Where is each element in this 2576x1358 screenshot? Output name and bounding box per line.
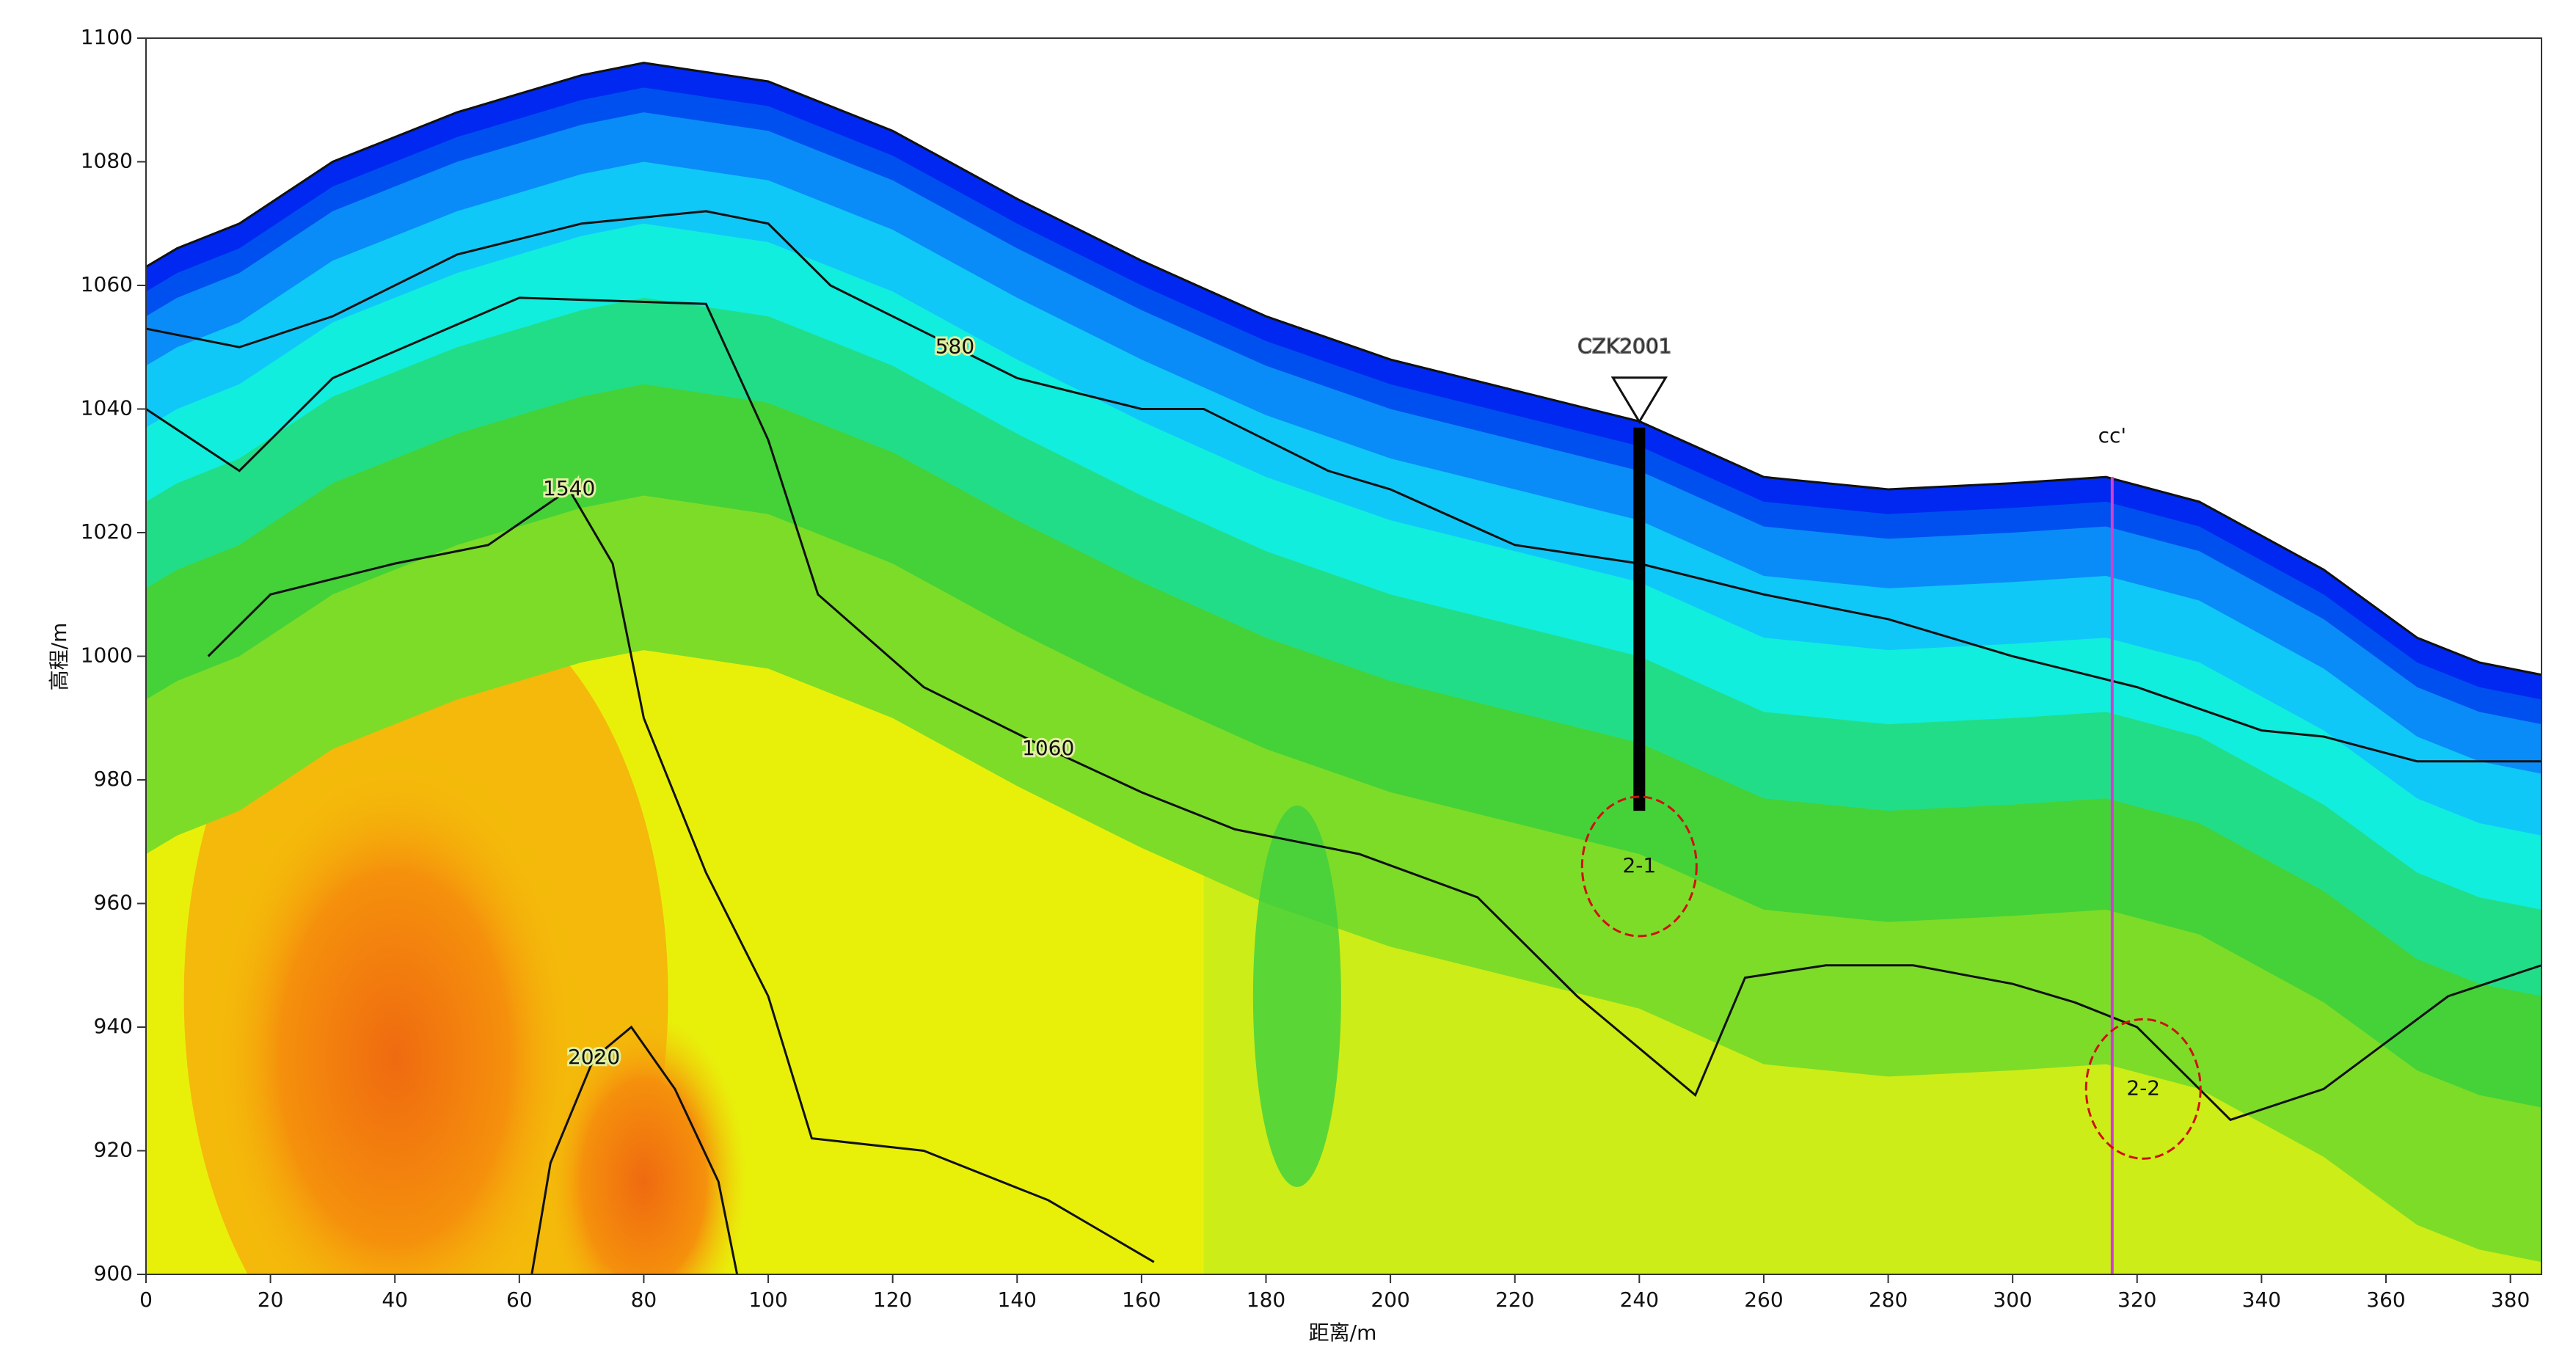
low-zone xyxy=(1252,805,1341,1187)
contour-label: 1540 xyxy=(543,476,595,500)
x-tick-label: 60 xyxy=(506,1288,533,1312)
borehole xyxy=(1633,427,1646,811)
anomaly-label: 2-2 xyxy=(2126,1076,2160,1100)
x-tick-label: 200 xyxy=(1371,1288,1409,1312)
x-tick-label: 380 xyxy=(2491,1288,2530,1312)
x-tick-label: 240 xyxy=(1620,1288,1659,1312)
y-tick-label: 1080 xyxy=(81,149,133,173)
contour-label: 2020 xyxy=(568,1045,620,1069)
x-tick-label: 0 xyxy=(139,1288,153,1312)
anomaly-outline xyxy=(1580,795,1698,938)
y-tick-label: 1020 xyxy=(81,519,133,544)
resistivity-field xyxy=(146,62,2542,1275)
contour-label: 580 xyxy=(935,334,974,358)
high-zone xyxy=(204,750,586,1275)
resistivity-band xyxy=(146,62,2542,836)
surface-line xyxy=(145,62,2542,676)
section-label: cc' xyxy=(2098,423,2127,448)
y-tick-label: 920 xyxy=(94,1138,133,1162)
x-axis-title: 距离/m xyxy=(1309,1321,1377,1345)
resistivity-band xyxy=(146,62,2542,774)
contour-line xyxy=(530,1025,739,1275)
x-tick-label: 80 xyxy=(631,1288,657,1312)
x-tick-label: 40 xyxy=(382,1288,408,1312)
anomaly-label: 2-1 xyxy=(1622,853,1656,877)
x-tick-label: 300 xyxy=(1993,1288,2032,1312)
contour-label: 1060 xyxy=(1022,736,1074,760)
y-tick-label: 1060 xyxy=(81,272,133,296)
y-tick-label: 940 xyxy=(94,1014,133,1038)
anomaly-outline xyxy=(2084,1018,2202,1160)
y-tick-label: 1040 xyxy=(81,396,133,420)
x-tick-label: 120 xyxy=(873,1288,912,1312)
y-tick-label: 980 xyxy=(94,767,133,791)
x-tick-label: 180 xyxy=(1247,1288,1285,1312)
borehole-symbol xyxy=(1610,376,1668,424)
x-tick-label: 20 xyxy=(258,1288,284,1312)
x-tick-label: 260 xyxy=(1744,1288,1783,1312)
y-tick-label: 1100 xyxy=(81,25,133,49)
contour-line xyxy=(145,210,2542,763)
x-tick-label: 220 xyxy=(1495,1288,1534,1312)
y-tick-label: 960 xyxy=(94,891,133,915)
y-axis-title: 高程/m xyxy=(47,623,71,691)
x-tick-label: 320 xyxy=(2117,1288,2156,1312)
high-zone xyxy=(541,1012,747,1275)
x-tick-label: 100 xyxy=(748,1288,787,1312)
contour-line xyxy=(207,487,1155,1263)
x-tick-label: 140 xyxy=(998,1288,1037,1312)
y-tick-label: 1000 xyxy=(81,643,133,668)
x-tick-label: 340 xyxy=(2242,1288,2281,1312)
contour-line xyxy=(145,296,2542,1122)
x-tick-label: 160 xyxy=(1122,1288,1161,1312)
y-tick-label: 900 xyxy=(94,1261,133,1285)
x-tick-label: 360 xyxy=(2366,1288,2405,1312)
x-tick-label: 280 xyxy=(1869,1288,1908,1312)
borehole-label: CZK2001 xyxy=(1577,334,1671,358)
